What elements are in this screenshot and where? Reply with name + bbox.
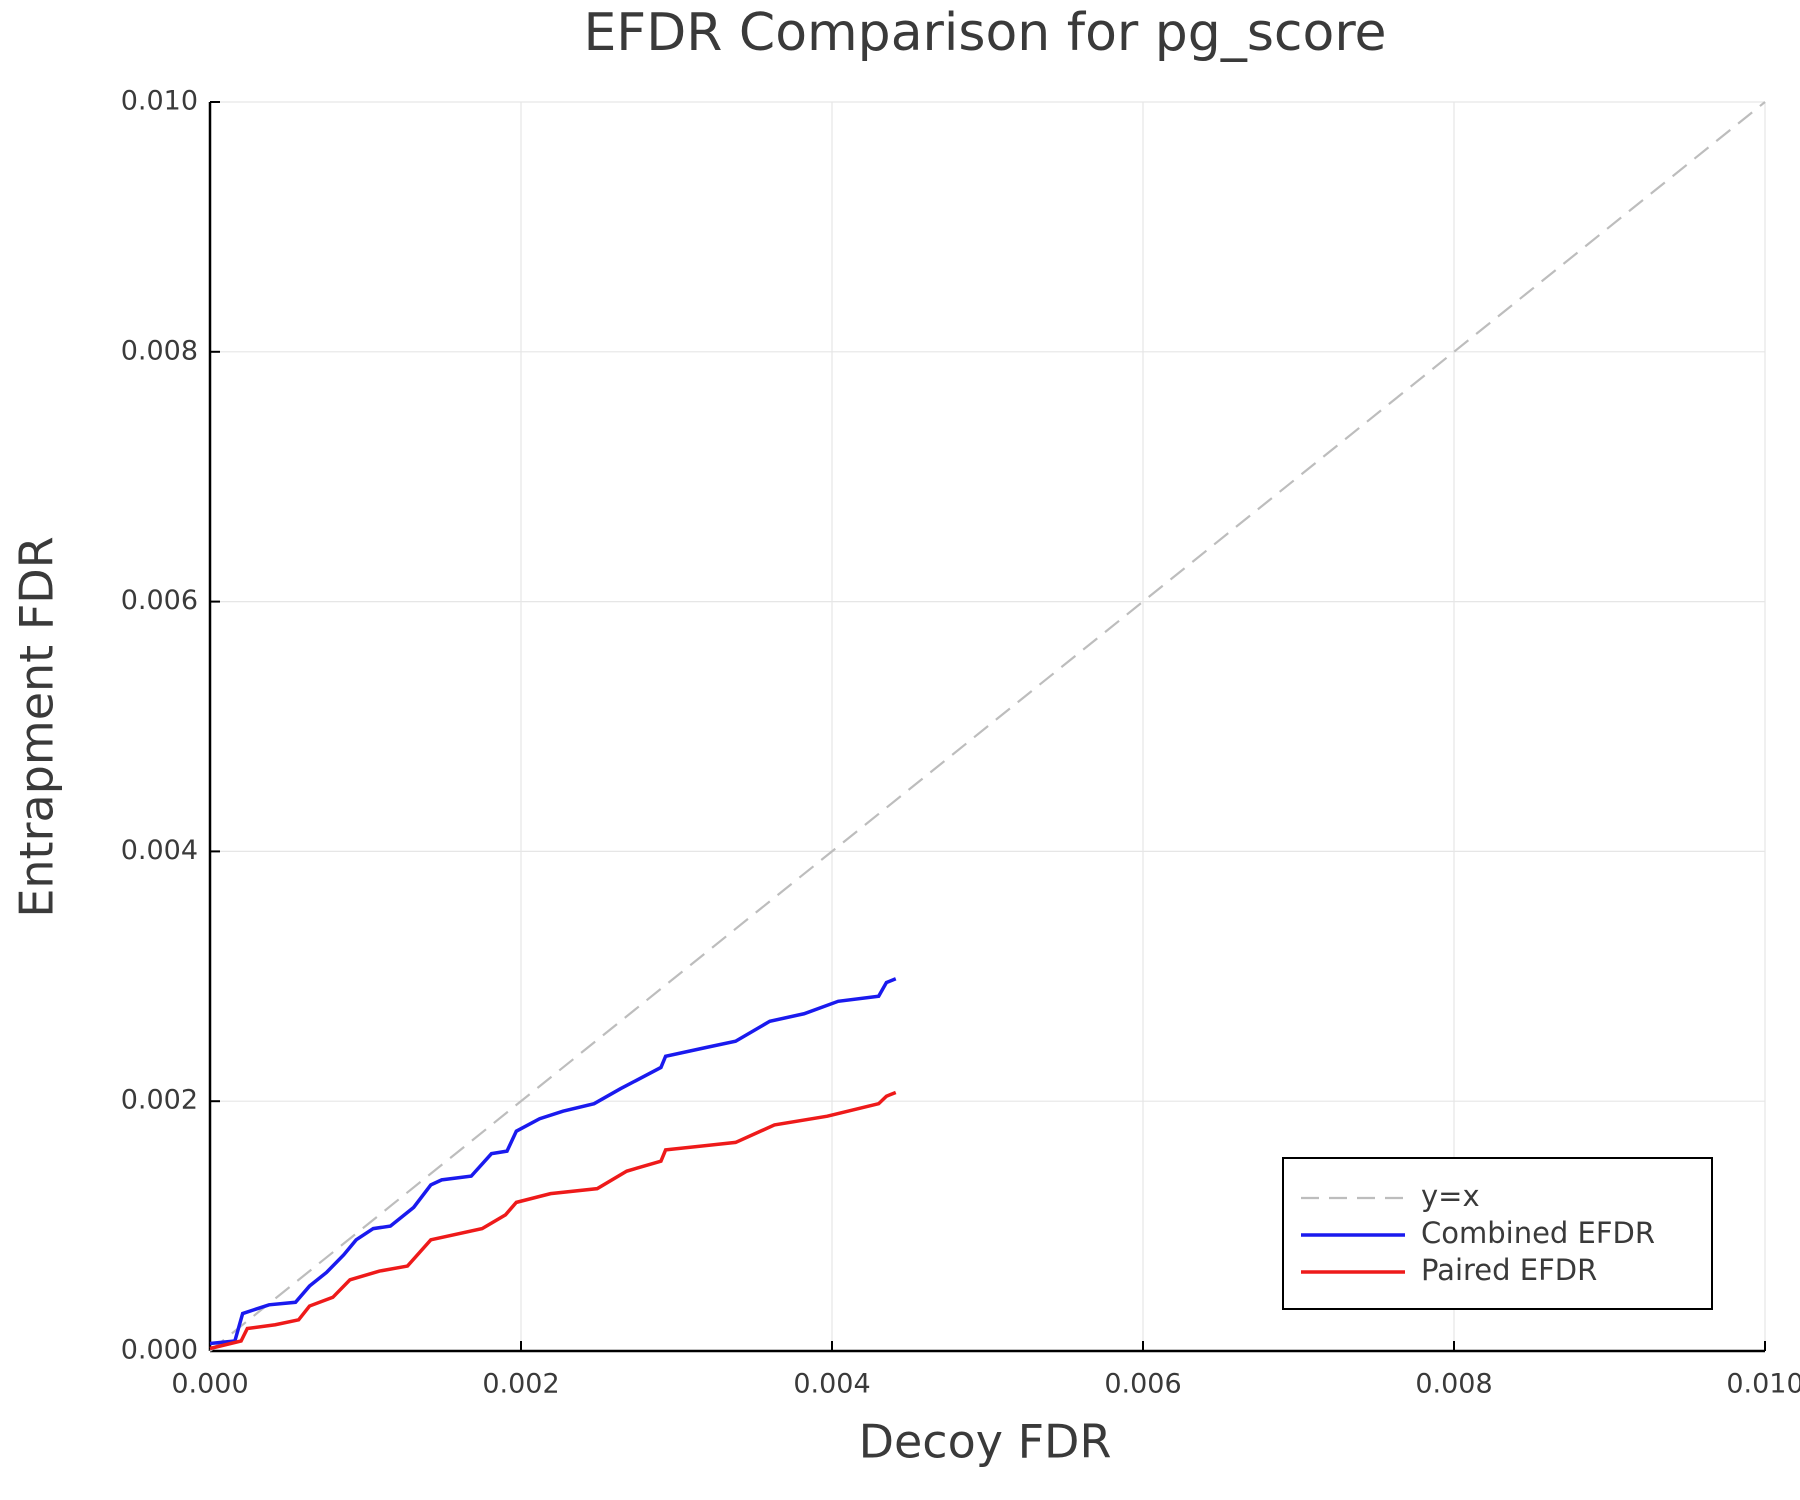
x-tick-label: 0.002 <box>482 1369 559 1400</box>
legend-label: y=x <box>1421 1179 1480 1213</box>
x-tick-label: 0.008 <box>1415 1369 1492 1400</box>
x-axis-label: Decoy FDR <box>859 1415 1112 1469</box>
y-tick-label: 0.010 <box>121 86 198 117</box>
legend-label: Combined EFDR <box>1421 1216 1655 1250</box>
x-tick-label: 0.000 <box>171 1369 248 1400</box>
chart-title: EFDR Comparison for pg_score <box>583 3 1386 63</box>
x-tick-label: 0.010 <box>1726 1369 1800 1400</box>
y-tick-label: 0.000 <box>121 1335 198 1366</box>
legend-label: Paired EFDR <box>1421 1253 1597 1287</box>
series-line <box>209 977 897 1346</box>
series-line <box>209 1090 897 1351</box>
y-axis-label: Entrapment FDR <box>10 536 64 917</box>
y-tick-label: 0.006 <box>121 585 198 616</box>
x-tick-label: 0.004 <box>793 1369 870 1400</box>
y-tick-label: 0.002 <box>121 1085 198 1116</box>
x-tick-label: 0.006 <box>1104 1369 1181 1400</box>
y-tick-label: 0.004 <box>121 835 198 866</box>
y-tick-label: 0.008 <box>121 335 198 366</box>
series-line <box>209 101 1766 1352</box>
